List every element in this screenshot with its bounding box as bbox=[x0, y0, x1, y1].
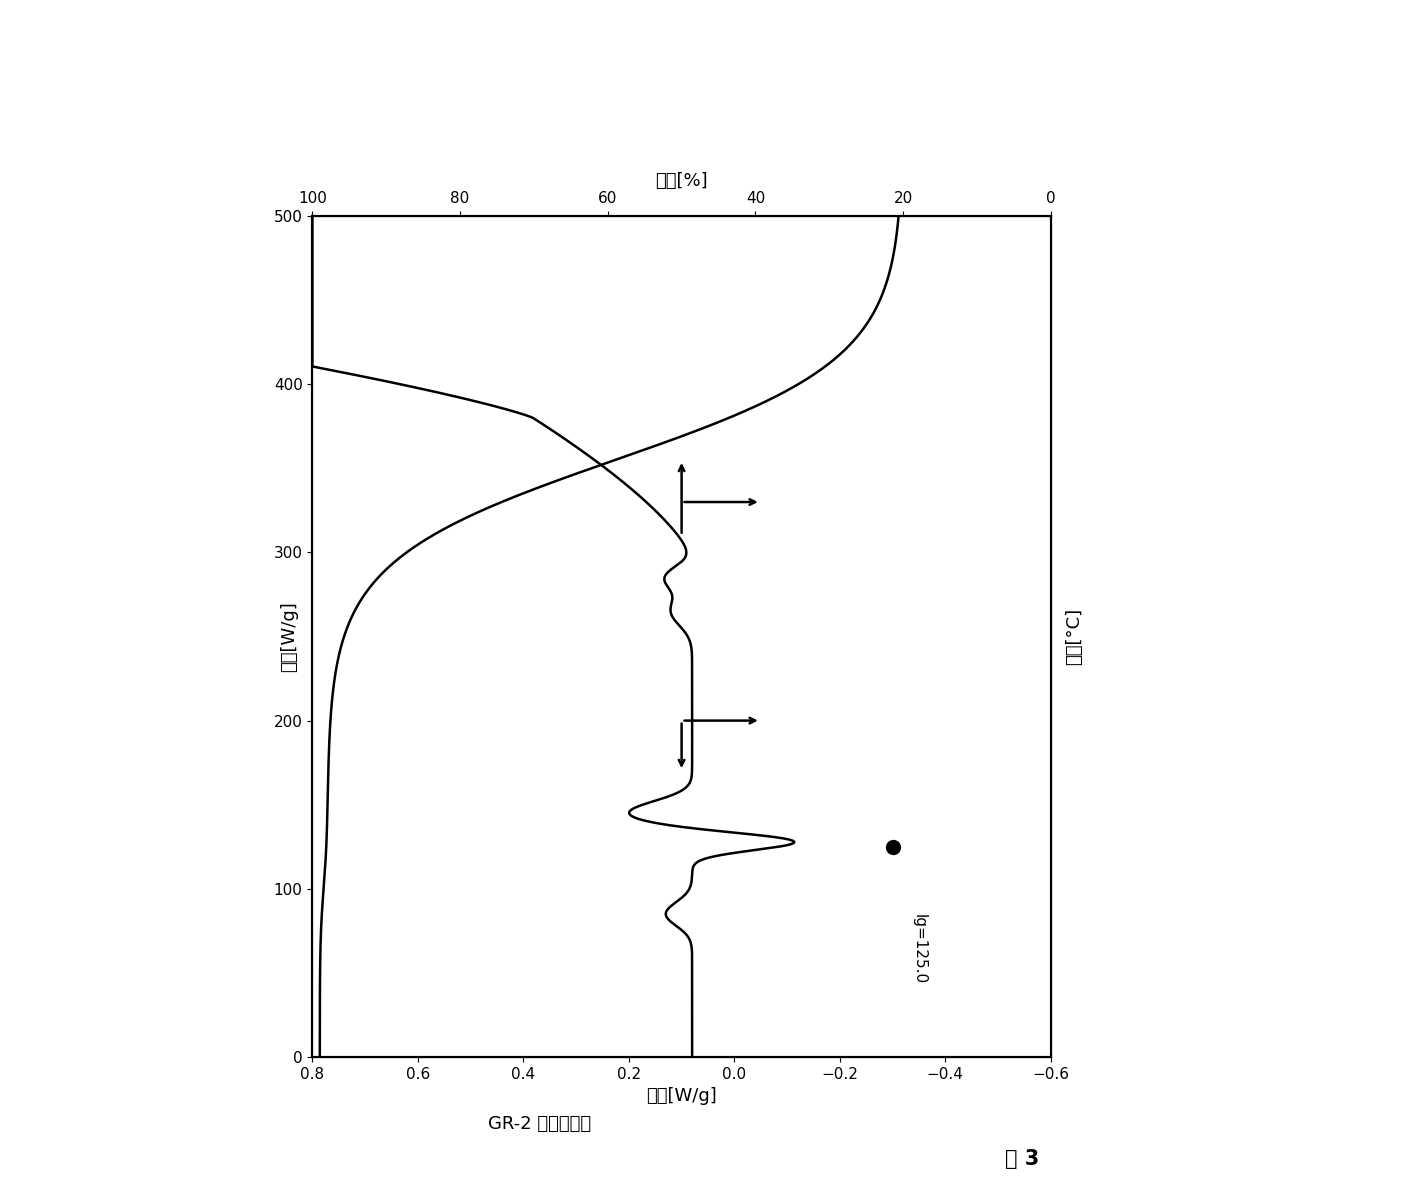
X-axis label: 重量[%]: 重量[%] bbox=[655, 172, 709, 190]
Y-axis label: 热流[W/g]: 热流[W/g] bbox=[281, 602, 298, 671]
Text: GR-2 的热学性质: GR-2 的热学性质 bbox=[488, 1115, 591, 1133]
Y-axis label: 温度[°C]: 温度[°C] bbox=[1065, 608, 1082, 665]
Text: 图 3: 图 3 bbox=[1005, 1149, 1039, 1169]
Text: lg=125.0: lg=125.0 bbox=[912, 914, 926, 984]
X-axis label: 热流[W/g]: 热流[W/g] bbox=[646, 1087, 717, 1105]
